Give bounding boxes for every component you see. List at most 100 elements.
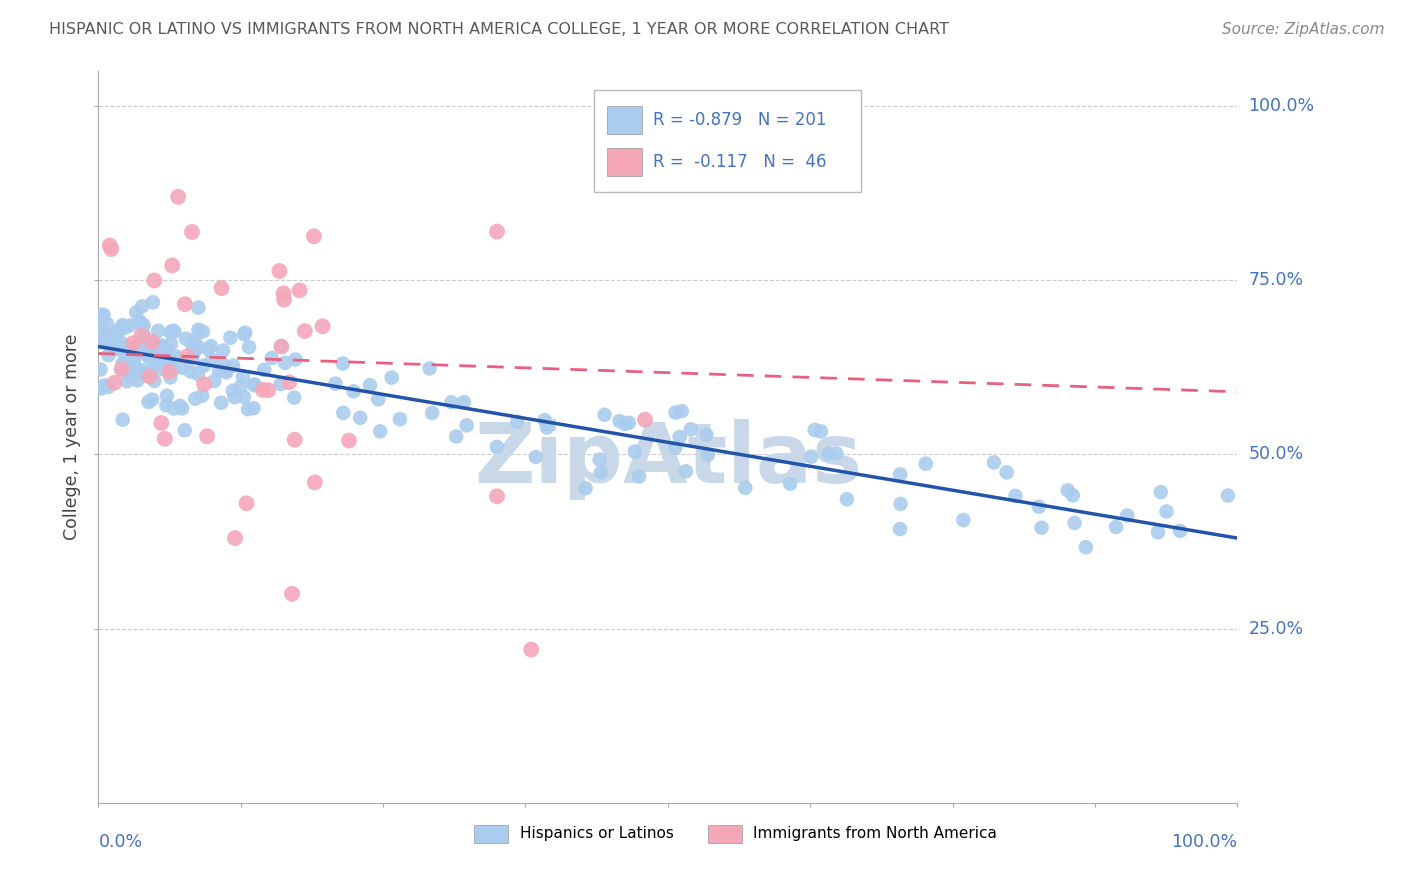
Point xyxy=(1156,504,1178,518)
Text: 50.0%: 50.0% xyxy=(1249,445,1303,464)
Point xyxy=(995,466,1018,480)
Point xyxy=(128,314,150,328)
Point xyxy=(983,455,1005,469)
Point xyxy=(165,350,187,364)
Point xyxy=(1116,508,1139,523)
Point xyxy=(120,348,142,362)
Point xyxy=(98,238,121,252)
Point xyxy=(120,348,142,362)
Point xyxy=(159,326,181,340)
Text: 75.0%: 75.0% xyxy=(1249,271,1303,289)
Point xyxy=(172,401,194,416)
Point xyxy=(671,404,693,418)
Point xyxy=(208,364,231,378)
Point xyxy=(97,348,120,362)
Point xyxy=(242,401,264,416)
Point xyxy=(506,415,529,429)
Text: 0.0%: 0.0% xyxy=(98,833,142,851)
Point xyxy=(131,365,153,379)
Text: ZipAtlas: ZipAtlas xyxy=(474,418,862,500)
Point xyxy=(149,340,172,354)
Point xyxy=(211,281,233,295)
Point xyxy=(121,360,143,375)
Point xyxy=(1216,489,1239,503)
Point xyxy=(181,350,204,364)
Point xyxy=(187,323,209,337)
Point xyxy=(1004,489,1026,503)
Point xyxy=(1063,516,1085,530)
Point xyxy=(114,320,136,334)
Point xyxy=(274,356,297,370)
Point xyxy=(141,334,163,349)
Point xyxy=(187,340,209,354)
Point xyxy=(283,391,305,405)
Point xyxy=(288,283,311,297)
Point xyxy=(191,325,214,339)
Point xyxy=(342,384,364,399)
Point xyxy=(197,342,219,356)
Point xyxy=(679,422,702,436)
Point xyxy=(889,497,911,511)
Point xyxy=(224,390,246,404)
Point xyxy=(520,642,543,657)
Point xyxy=(588,452,610,467)
Point xyxy=(664,441,686,455)
Point xyxy=(143,374,166,388)
FancyBboxPatch shape xyxy=(707,825,742,843)
Point xyxy=(90,335,112,350)
Point xyxy=(1168,524,1191,538)
Point xyxy=(628,469,651,483)
Point xyxy=(252,383,274,397)
Point xyxy=(367,392,389,406)
FancyBboxPatch shape xyxy=(593,90,862,192)
Point xyxy=(120,369,142,384)
Point xyxy=(349,410,371,425)
Point xyxy=(148,324,170,338)
FancyBboxPatch shape xyxy=(607,106,641,134)
Point xyxy=(212,364,235,378)
Point xyxy=(138,369,160,384)
Point xyxy=(111,412,134,426)
Text: 100.0%: 100.0% xyxy=(1249,97,1315,115)
Point xyxy=(453,395,475,409)
Text: Immigrants from North America: Immigrants from North America xyxy=(754,826,997,841)
Text: 100.0%: 100.0% xyxy=(1171,833,1237,851)
Point xyxy=(90,362,112,376)
Point xyxy=(124,350,146,364)
Point xyxy=(91,329,114,343)
Point xyxy=(229,379,252,393)
Point xyxy=(159,352,181,367)
Point xyxy=(96,329,118,343)
Point xyxy=(273,293,295,307)
Point xyxy=(156,342,179,356)
Point xyxy=(533,413,555,427)
Point xyxy=(132,318,155,333)
Point xyxy=(110,362,132,376)
Point xyxy=(90,308,112,322)
Point xyxy=(174,332,197,346)
Point xyxy=(278,376,301,390)
Point xyxy=(233,327,256,342)
Point xyxy=(536,420,558,434)
Point xyxy=(112,340,135,354)
Point xyxy=(1105,520,1128,534)
Point xyxy=(485,440,508,454)
Point xyxy=(184,392,207,406)
Point xyxy=(157,365,180,379)
Point xyxy=(107,343,129,357)
Point xyxy=(696,448,718,462)
Point xyxy=(112,358,135,372)
Point xyxy=(153,432,176,446)
Point xyxy=(332,406,354,420)
Point xyxy=(138,340,160,354)
Point xyxy=(111,336,134,351)
Point xyxy=(160,337,183,351)
Point xyxy=(368,425,391,439)
Point xyxy=(193,377,215,392)
Point xyxy=(115,374,138,388)
Point xyxy=(135,334,157,349)
Point xyxy=(675,464,697,478)
Point xyxy=(270,340,292,354)
Point xyxy=(219,331,242,345)
Point xyxy=(388,412,411,426)
